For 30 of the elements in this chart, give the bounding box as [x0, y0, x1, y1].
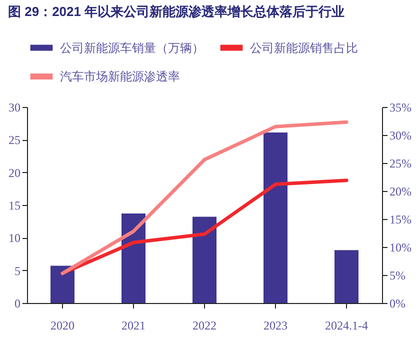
y-tick-label: 5: [14, 264, 20, 278]
bar: [334, 250, 358, 303]
line-series: [60, 120, 348, 276]
y-tick-label: 30: [8, 100, 20, 114]
y-tick-label: 15: [8, 198, 20, 212]
y2-tick-label: 5%: [390, 268, 406, 282]
y2-tick-label: 25%: [390, 156, 412, 170]
bar: [50, 266, 74, 303]
bar: [264, 132, 288, 303]
x-tick-label: 2023: [264, 318, 288, 332]
legend-label: 公司新能源销售占比: [250, 40, 358, 55]
legend-label: 公司新能源车销量（万辆）: [60, 40, 204, 55]
x-tick-label: 2022: [192, 318, 216, 332]
y2-tick-label: 15%: [390, 212, 412, 226]
x-tick-label: 2024.1-4: [325, 318, 368, 332]
bar: [122, 213, 146, 303]
x-tick-label: 2020: [50, 318, 74, 332]
y-tick-label: 0: [14, 296, 20, 310]
y-tick-label: 25: [8, 133, 20, 148]
y-tick-label: 10: [8, 231, 20, 246]
x-tick-label: 2021: [122, 318, 146, 332]
legend-label: 汽车市场新能源渗透率: [60, 70, 180, 84]
y-tick-label: 20: [8, 166, 20, 180]
y2-tick-label: 20%: [390, 184, 412, 198]
y2-tick-label: 10%: [390, 240, 412, 254]
y2-tick-label: 0%: [390, 296, 406, 310]
chart-title: 图 29：2021 年以来公司新能源渗透率增长总体落后于行业: [8, 4, 345, 19]
bar: [192, 216, 216, 303]
y2-tick-label: 30%: [390, 128, 412, 142]
y2-tick-label: 35%: [390, 100, 412, 114]
